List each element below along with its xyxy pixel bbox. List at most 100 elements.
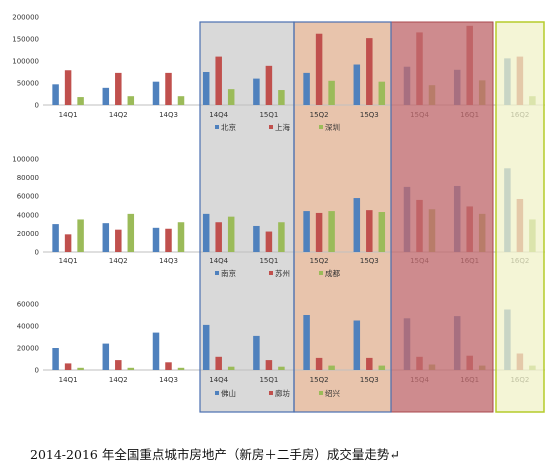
bar-15Q3-1 [353, 198, 361, 252]
y-tick-label: 0 [35, 102, 39, 110]
bar-14Q4-1 [202, 324, 210, 370]
bar-14Q2-1 [102, 223, 110, 252]
bar-15Q1-1 [253, 225, 260, 252]
bar-14Q1-3 [77, 367, 84, 370]
legend-label: 上海 [275, 122, 290, 132]
bar-15Q1-2 [265, 231, 273, 252]
bar-14Q2-3 [127, 367, 135, 370]
bar-15Q2-3 [328, 80, 335, 105]
bar-14Q2-2 [115, 229, 122, 252]
bar-15Q2-2 [315, 33, 323, 105]
bar-14Q4-3 [227, 89, 235, 105]
bar-15Q3-2 [366, 357, 373, 370]
bar-14Q1-2 [64, 363, 72, 370]
legend-label: 苏州 [275, 268, 290, 278]
highlight-border-15q2-15q3 [293, 21, 392, 413]
bar-14Q3-3 [177, 222, 185, 252]
x-tick-label: 14Q1 [59, 257, 78, 265]
bar-14Q3-1 [152, 81, 160, 105]
legend-swatch [269, 125, 273, 129]
legend-swatch [215, 391, 219, 395]
bar-15Q1-1 [253, 335, 260, 370]
x-tick-label: 14Q3 [159, 376, 178, 384]
bar-14Q3-1 [152, 227, 160, 252]
legend-swatch [269, 391, 273, 395]
x-tick-label: 14Q1 [59, 376, 78, 384]
y-tick-label: 0 [35, 249, 39, 257]
legend-label: 成都 [325, 268, 340, 278]
bar-14Q2-2 [115, 360, 122, 370]
bar-15Q3-1 [353, 64, 361, 105]
bar-14Q3-3 [177, 367, 185, 370]
bar-15Q3-3 [378, 365, 386, 370]
highlight-box-15q2-15q3 [294, 22, 391, 412]
x-tick-label: 15Q1 [259, 111, 278, 119]
bar-14Q4-3 [227, 366, 235, 370]
bar-15Q1-3 [278, 90, 285, 105]
highlight-boxes-under [200, 22, 391, 412]
legend-swatch [269, 271, 273, 275]
x-tick-label: 15Q2 [310, 376, 329, 384]
bar-15Q2-2 [315, 212, 323, 252]
x-tick-label: 15Q3 [360, 376, 379, 384]
bar-14Q1-2 [64, 234, 72, 252]
x-tick-label: 15Q3 [360, 111, 379, 119]
bar-14Q2-2 [115, 72, 122, 105]
y-tick-label: 40000 [17, 323, 39, 331]
legend-label: 绍兴 [325, 388, 340, 398]
x-tick-label: 14Q3 [159, 111, 178, 119]
bar-14Q1-3 [77, 219, 84, 252]
legend-swatch [319, 271, 323, 275]
y-tick-label: 50000 [17, 80, 39, 88]
bar-14Q4-2 [215, 56, 222, 105]
x-tick-label: 14Q4 [209, 376, 228, 384]
bar-14Q3-2 [165, 72, 172, 105]
bar-15Q3-3 [378, 212, 386, 252]
figure-caption: 2014-2016 年全国重点城市房地产（新房＋二手房）成交量走势↵ [30, 447, 400, 462]
bar-14Q1-3 [77, 97, 84, 105]
x-tick-label: 15Q2 [310, 257, 329, 265]
bar-14Q4-2 [215, 356, 222, 370]
bar-14Q4-1 [202, 72, 210, 105]
bar-14Q2-3 [127, 96, 135, 105]
x-tick-label: 15Q2 [310, 111, 329, 119]
highlight-box-16q2 [495, 21, 545, 413]
bar-14Q1-1 [52, 348, 59, 370]
bar-14Q4-1 [202, 213, 210, 252]
legend-label: 深圳 [325, 122, 340, 132]
bar-15Q3-2 [366, 38, 373, 106]
y-tick-label: 60000 [17, 301, 39, 309]
x-tick-label: 14Q4 [209, 111, 228, 119]
y-tick-label: 200000 [12, 14, 39, 22]
highlight-boxes-over [199, 21, 545, 413]
legend-label: 北京 [221, 122, 236, 132]
bar-14Q3-1 [152, 332, 160, 370]
bar-15Q2-1 [303, 72, 310, 105]
y-tick-label: 150000 [12, 36, 39, 44]
highlight-box-14q4-15q1 [200, 22, 294, 412]
y-tick-label: 0 [35, 367, 39, 375]
bar-14Q1-1 [52, 224, 59, 252]
bar-15Q1-3 [278, 222, 285, 252]
bar-15Q2-1 [303, 315, 310, 370]
bar-15Q1-3 [278, 366, 285, 370]
bar-14Q2-1 [102, 87, 110, 105]
x-tick-label: 15Q3 [360, 257, 379, 265]
x-tick-label: 14Q2 [109, 111, 128, 119]
legend-label: 廊坊 [275, 388, 290, 398]
x-tick-label: 14Q3 [159, 257, 178, 265]
legend-swatch [215, 271, 219, 275]
bar-14Q2-1 [102, 343, 110, 370]
bar-15Q3-2 [366, 210, 373, 252]
legend-label: 佛山 [221, 388, 236, 398]
bar-14Q3-2 [165, 362, 172, 370]
x-tick-label: 15Q1 [259, 376, 278, 384]
legend-swatch [319, 125, 323, 129]
y-tick-label: 100000 [12, 58, 39, 66]
bar-14Q2-3 [127, 213, 135, 252]
bar-14Q3-3 [177, 96, 185, 105]
x-tick-label: 14Q1 [59, 111, 78, 119]
legend-label: 南京 [221, 268, 236, 278]
x-tick-label: 15Q1 [259, 257, 278, 265]
